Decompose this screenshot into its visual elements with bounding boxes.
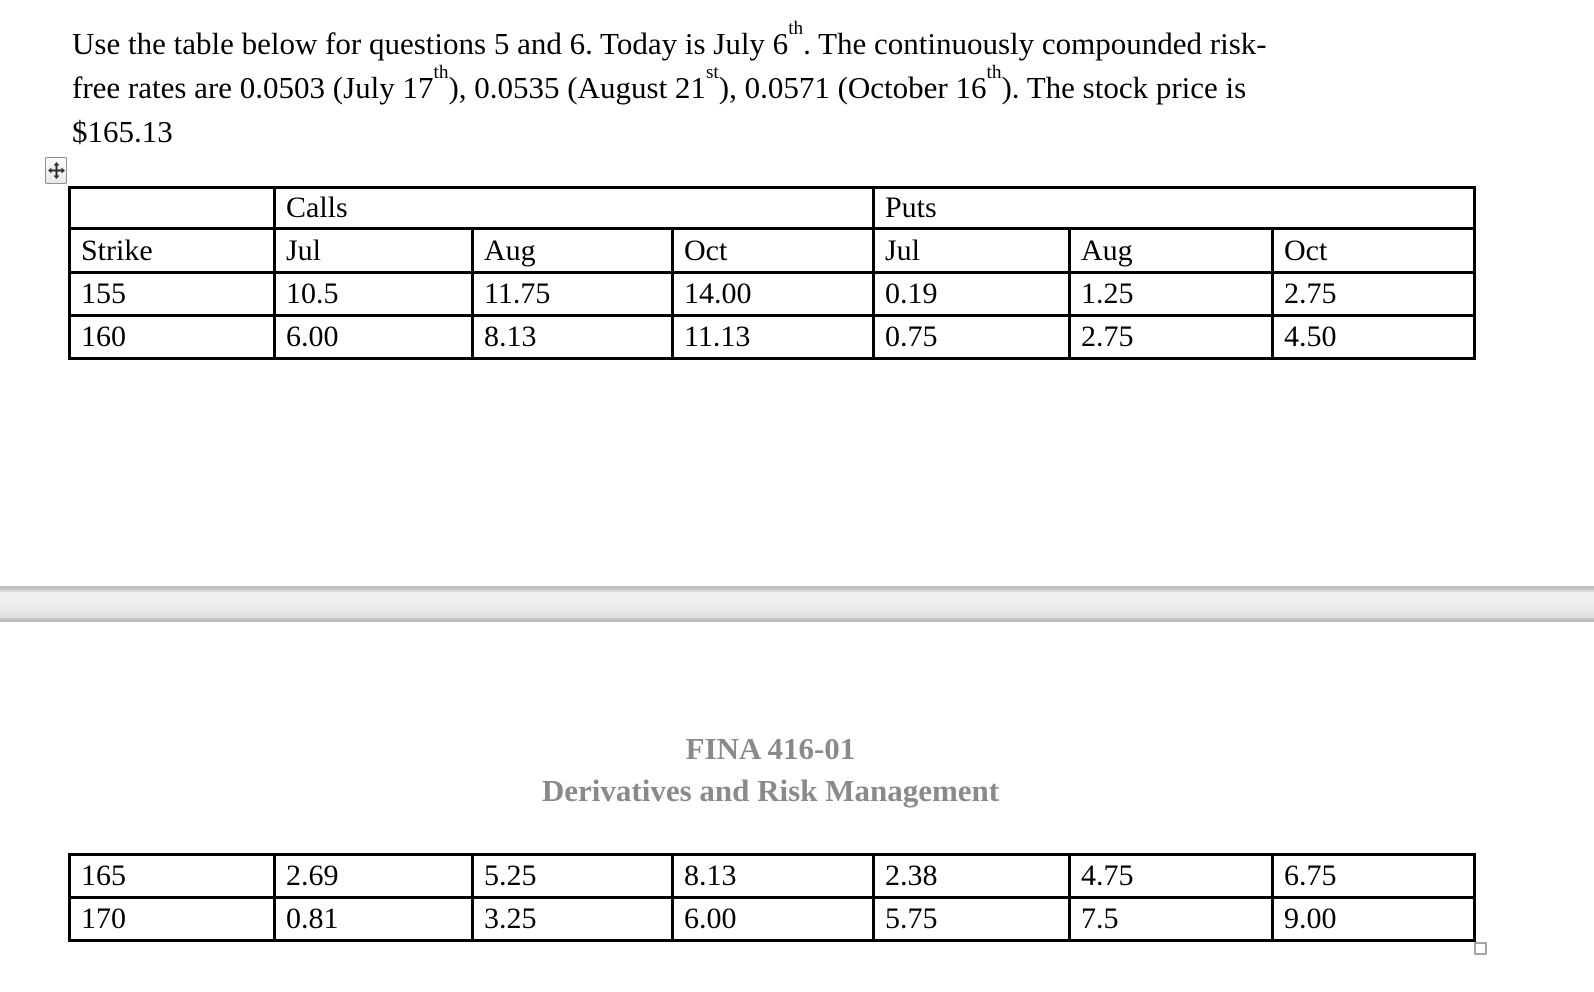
price-cell[interactable]: 10.5	[273, 271, 474, 317]
puts-aug-header[interactable]: Aug	[1068, 227, 1274, 274]
price-cell[interactable]: 14.00	[671, 271, 875, 317]
price-cell[interactable]: 2.69	[273, 853, 474, 899]
puts-jul-header[interactable]: Jul	[872, 227, 1071, 274]
superscript-th: th	[986, 62, 1002, 84]
price-cell[interactable]: 2.38	[872, 853, 1071, 899]
price-cell[interactable]: 0.81	[273, 896, 474, 942]
course-code-text: FINA 416-01	[685, 731, 856, 766]
paragraph-text: ), 0.0535 (August 21	[448, 70, 706, 105]
calls-group-header[interactable]: Calls	[273, 186, 875, 230]
paragraph-text: ), 0.0571 (October 16	[718, 70, 987, 105]
puts-group-header[interactable]: Puts	[871, 186, 1477, 230]
page-break-band	[0, 586, 1594, 622]
paragraph-line-3[interactable]: $165.13	[72, 110, 1472, 154]
calls-aug-header[interactable]: Aug	[471, 227, 674, 274]
calls-jul-header[interactable]: Jul	[273, 227, 474, 274]
price-cell[interactable]: 2.75	[1068, 314, 1274, 360]
strike-column-header[interactable]: Strike	[68, 227, 276, 274]
price-cell[interactable]: 2.75	[1270, 271, 1477, 317]
options-table-page2: 165 2.69 5.25 8.13 2.38 4.75 6.75 170 0.…	[68, 853, 1476, 942]
table-resize-handle[interactable]	[1474, 942, 1487, 955]
table-row: Calls Puts	[68, 186, 1477, 230]
options-table-page1: Calls Puts Strike Jul Aug Oct Jul Aug Oc…	[68, 186, 1477, 360]
paragraph-text: Use the table below for questions 5 and …	[72, 26, 789, 61]
course-title-text: Derivatives and Risk Management	[541, 773, 1000, 808]
table-row-strike-155: 155 10.5 11.75 14.00 0.19 1.25 2.75	[68, 271, 1477, 317]
empty-corner-cell[interactable]	[68, 186, 276, 230]
price-cell[interactable]: 11.75	[471, 271, 674, 317]
price-cell[interactable]: 7.5	[1068, 896, 1274, 942]
strike-cell[interactable]: 160	[68, 314, 276, 360]
move-arrows-icon	[47, 162, 65, 179]
price-cell[interactable]: 8.13	[671, 853, 875, 899]
price-cell[interactable]: 6.00	[273, 314, 474, 360]
paragraph-text: ). The stock price is	[1001, 70, 1247, 105]
price-cell[interactable]: 0.75	[872, 314, 1071, 360]
strike-cell[interactable]: 170	[68, 896, 276, 942]
strike-cell[interactable]: 155	[68, 271, 276, 317]
superscript-st: st	[705, 62, 719, 84]
puts-oct-header[interactable]: Oct	[1270, 227, 1477, 274]
paragraph-line-1[interactable]: Use the table below for questions 5 and …	[72, 19, 1472, 66]
superscript-th: th	[433, 62, 449, 84]
table-row: Strike Jul Aug Oct Jul Aug Oct	[68, 227, 1477, 274]
stock-price-text: $165.13	[72, 114, 173, 149]
table-row-strike-170: 170 0.81 3.25 6.00 5.75 7.5 9.00	[68, 896, 1476, 942]
strike-cell[interactable]: 165	[68, 853, 276, 899]
price-cell[interactable]: 4.75	[1068, 853, 1274, 899]
page2-header[interactable]: FINA 416-01 Derivatives and Risk Managem…	[68, 728, 1473, 812]
price-cell[interactable]: 3.25	[471, 896, 674, 942]
table-move-handle[interactable]	[45, 157, 67, 184]
price-cell[interactable]: 11.13	[671, 314, 875, 360]
paragraph-line-2[interactable]: free rates are 0.0503 (July 17th), 0.053…	[72, 63, 1472, 110]
price-cell[interactable]: 0.19	[872, 271, 1071, 317]
superscript-th: th	[788, 18, 804, 40]
price-cell[interactable]: 5.75	[872, 896, 1071, 942]
price-cell[interactable]: 5.25	[471, 853, 674, 899]
price-cell[interactable]: 1.25	[1068, 271, 1274, 317]
calls-oct-header[interactable]: Oct	[671, 227, 875, 274]
question-paragraph: Use the table below for questions 5 and …	[72, 19, 1472, 154]
table-row-strike-165: 165 2.69 5.25 8.13 2.38 4.75 6.75	[68, 853, 1476, 899]
price-cell[interactable]: 4.50	[1270, 314, 1477, 360]
price-cell[interactable]: 8.13	[471, 314, 674, 360]
price-cell[interactable]: 6.00	[671, 896, 875, 942]
paragraph-text: . The continuously compounded risk-	[803, 26, 1267, 61]
paragraph-text: free rates are 0.0503 (July 17	[72, 70, 434, 105]
price-cell[interactable]: 6.75	[1271, 853, 1476, 899]
table-row-strike-160: 160 6.00 8.13 11.13 0.75 2.75 4.50	[68, 314, 1477, 360]
price-cell[interactable]: 9.00	[1271, 896, 1476, 942]
